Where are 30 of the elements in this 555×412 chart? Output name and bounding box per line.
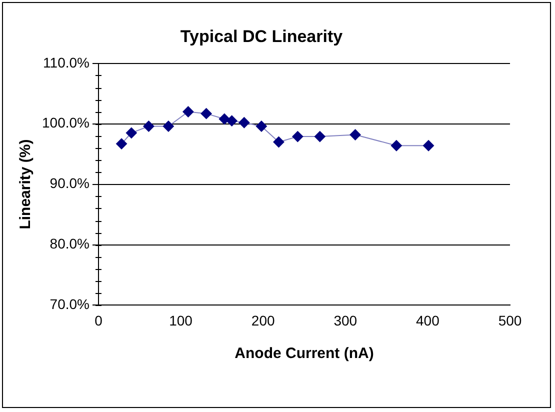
x-tick-label: 300 [334,312,358,328]
point [218,114,230,125]
point [390,140,402,152]
point [350,129,361,140]
y-tick-label: 70.0% [50,296,90,312]
y-tick-label: 110.0% [43,54,90,70]
x-tick-label: 100 [169,312,193,328]
y-tick-label: 100.0% [42,114,90,131]
point [238,117,250,128]
point [314,131,326,142]
y-tick-label: 80.0% [50,236,90,252]
point [116,138,128,150]
point [273,136,284,148]
x-axis-title: Anode Current (nA) [234,345,374,362]
x-tick-label: 500 [498,312,522,328]
point [182,106,194,118]
x-tick-label: 200 [251,312,275,328]
point [256,120,267,132]
y-tick-label: 90.0% [50,175,90,192]
chart-title: Typical DC Linearity [180,26,344,46]
point [226,115,238,126]
point [200,108,212,120]
point [143,120,154,132]
y-axis-title: Linearity (%) [17,139,34,230]
point [126,127,137,138]
point [292,131,304,142]
point [423,140,434,152]
x-tick-label: 0 [94,312,103,328]
point [162,120,174,132]
x-tick-label: 400 [416,312,440,328]
